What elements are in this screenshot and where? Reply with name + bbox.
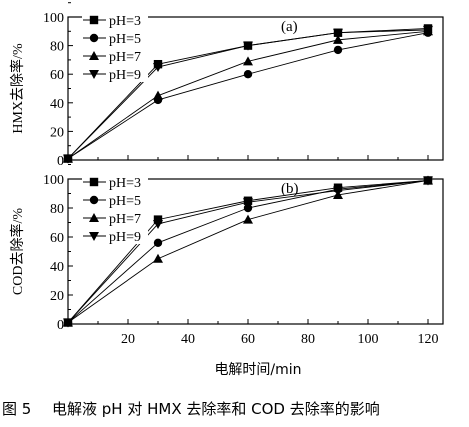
y-tick-label: 60 — [50, 68, 64, 83]
y-tick-label: 0 — [57, 154, 64, 169]
legend-label: pH=5 — [109, 194, 141, 209]
legend-marker — [89, 177, 99, 187]
data-point — [153, 215, 163, 224]
data-point — [243, 203, 253, 213]
panel-b: 0 20 40 60 80 100 20 40 60 80 100 120 COD去除率/% (b) pH=… — [9, 164, 444, 347]
legend-marker — [89, 15, 99, 25]
y-tick-label: 100 — [43, 11, 64, 26]
data-point — [333, 28, 343, 38]
series-pH=9 — [63, 25, 433, 164]
y-tick-label: 0 — [57, 318, 64, 333]
x-tick-label: 100 — [358, 332, 379, 347]
y-axis: 0 20 40 60 80 100 — [43, 2, 73, 169]
panel-label: (a) — [281, 19, 298, 35]
legend-marker — [89, 51, 99, 60]
data-point — [243, 41, 253, 51]
y-tick-label: 20 — [50, 289, 64, 304]
x-tick-label: 20 — [121, 332, 135, 347]
y-tick-label: 60 — [50, 231, 64, 246]
data-point — [423, 25, 433, 35]
x-axis-label: 电解时间/min — [214, 362, 301, 378]
data-point — [243, 214, 253, 224]
legend-bg — [82, 13, 148, 28]
legend-label: pH=7 — [109, 50, 141, 65]
data-point — [153, 219, 163, 229]
legend-bg — [82, 211, 148, 226]
y-tick-label: 80 — [50, 202, 64, 217]
y-axis: 0 20 40 60 80 100 — [43, 164, 73, 333]
caption-number: 图 5 — [2, 400, 32, 418]
legend-label: pH=9 — [109, 230, 141, 245]
legend-entry: pH=7 — [82, 211, 148, 227]
legend-bg — [82, 175, 148, 190]
legend-entry: pH=3 — [82, 13, 148, 29]
legend-marker — [89, 33, 99, 43]
series-pH=7 — [63, 175, 433, 327]
x-axis: 20 40 60 80 100 120 — [97, 319, 439, 347]
panel-a: 0 20 40 60 80 100 HMX去除率/% (a) pH=3 pH=5 pH=7 pH=9 — [9, 2, 444, 169]
data-point — [243, 198, 253, 208]
legend-marker — [89, 232, 99, 241]
legend-label: pH=3 — [109, 176, 141, 191]
legend-label: pH=7 — [109, 212, 141, 227]
data-point — [423, 176, 433, 186]
caption-text: 电解液 pH 对 HMX 去除率和 COD 去除率的影响 — [52, 400, 380, 418]
data-point — [63, 318, 73, 328]
x-tick-label: 80 — [301, 332, 315, 347]
legend-entry: pH=3 — [82, 175, 148, 191]
legend-label: pH=3 — [109, 14, 141, 29]
legend-bg — [82, 31, 148, 46]
x-tick-label: 60 — [241, 332, 255, 347]
data-point — [63, 154, 73, 164]
legend-marker — [89, 213, 99, 222]
data-point — [333, 45, 343, 55]
x-tick-label: 120 — [418, 332, 439, 347]
legend-label: pH=5 — [109, 32, 141, 47]
legend-bg — [82, 49, 148, 64]
legend-entry: pH=5 — [82, 31, 148, 47]
figure-caption: 图 5 电解液 pH 对 HMX 去除率和 COD 去除率的影响 — [0, 395, 469, 421]
y-tick-label: 40 — [50, 260, 64, 275]
y-tick-label: 20 — [50, 125, 64, 140]
y-axis-label: HMX去除率/% — [9, 43, 26, 134]
legend-marker — [89, 70, 99, 79]
data-point — [243, 56, 253, 66]
data-point — [153, 90, 163, 100]
y-tick-label: 40 — [50, 97, 64, 112]
legend-entry: pH=9 — [82, 67, 148, 83]
data-point — [153, 238, 163, 247]
legend-label: pH=9 — [109, 68, 141, 83]
legend-entry: pH=7 — [82, 49, 148, 65]
figure-canvas: 020406080100HMX去除率/%(a)pH=3pH=5pH=7pH=9 … — [9, 2, 444, 378]
legend-bg — [82, 193, 148, 208]
legend-entry: pH=5 — [82, 193, 148, 209]
legend-marker — [89, 195, 99, 205]
panel-label: (b) — [281, 181, 299, 197]
data-point — [333, 186, 343, 196]
data-point — [243, 70, 253, 79]
y-axis-label: COD去除率/% — [9, 208, 26, 295]
y-tick-label: 100 — [43, 173, 64, 188]
legend-entry: pH=9 — [82, 229, 148, 245]
data-point — [333, 34, 343, 44]
series-pH=9 — [63, 176, 433, 328]
data-point — [153, 63, 163, 73]
x-tick-label: 40 — [181, 332, 195, 347]
y-tick-label: 80 — [50, 40, 64, 55]
data-point — [153, 253, 163, 263]
x-axis — [97, 155, 429, 160]
